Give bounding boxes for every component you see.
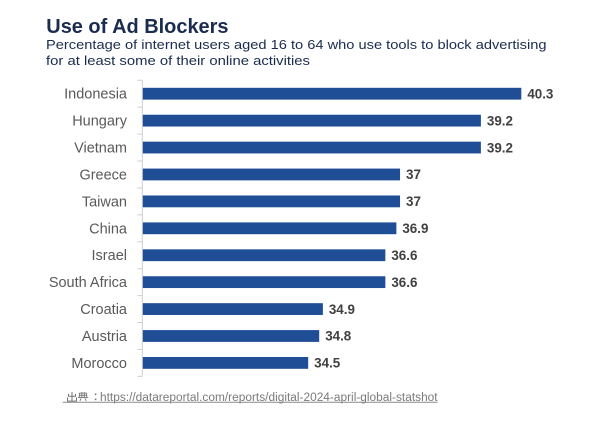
svg-text:Use of Ad Blockers: Use of Ad Blockers bbox=[46, 16, 228, 38]
svg-text:Indonesia: Indonesia bbox=[64, 87, 128, 103]
svg-text:37: 37 bbox=[406, 167, 421, 182]
svg-text:Taiwan: Taiwan bbox=[82, 194, 127, 210]
svg-text:36.6: 36.6 bbox=[391, 275, 417, 290]
svg-text:South Africa: South Africa bbox=[49, 275, 128, 291]
svg-text:Israel: Israel bbox=[92, 248, 127, 264]
svg-text:Croatia: Croatia bbox=[80, 302, 128, 318]
svg-text:Hungary: Hungary bbox=[72, 114, 128, 130]
svg-text:34.5: 34.5 bbox=[314, 356, 341, 371]
svg-text:37: 37 bbox=[406, 194, 421, 209]
svg-text:36.9: 36.9 bbox=[402, 221, 428, 236]
svg-text:China: China bbox=[89, 221, 128, 237]
svg-text:34.9: 34.9 bbox=[329, 302, 355, 317]
svg-text:36.6: 36.6 bbox=[391, 248, 417, 263]
svg-text:Vietnam: Vietnam bbox=[74, 141, 127, 157]
svg-text:Morocco: Morocco bbox=[71, 356, 127, 372]
svg-text:40.3: 40.3 bbox=[527, 86, 553, 101]
svg-text:https://datareportal.com/repor: https://datareportal.com/reports/digital… bbox=[100, 392, 438, 404]
svg-text:Greece: Greece bbox=[79, 167, 127, 183]
svg-text:Percentage of internet users a: Percentage of internet users aged 16 to … bbox=[46, 37, 547, 52]
svg-text:34.8: 34.8 bbox=[325, 329, 352, 344]
svg-text:39.2: 39.2 bbox=[487, 113, 513, 128]
svg-text:Austria: Austria bbox=[82, 329, 128, 345]
svg-text:39.2: 39.2 bbox=[487, 140, 513, 155]
svg-text:for at least some of their onl: for at least some of their online activi… bbox=[46, 53, 311, 68]
